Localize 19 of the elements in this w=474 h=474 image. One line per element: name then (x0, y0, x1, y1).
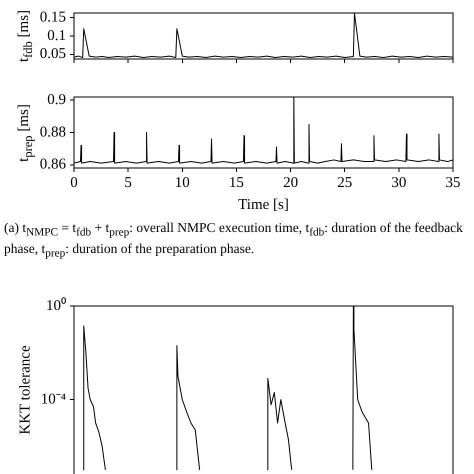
x-tick-label: 10 (174, 174, 190, 191)
y-tick-label: 10⁰ (46, 296, 66, 314)
y-tick-label: 0.86 (40, 156, 66, 173)
x-tick-label: 30 (391, 174, 406, 191)
y-tick-label: 0.88 (40, 124, 66, 140)
y-tick-label: 10⁻⁴ (40, 392, 66, 408)
y-tick-label: 0.05 (40, 46, 66, 62)
x-tick-label: 0 (70, 174, 78, 191)
y-axis-title: KKT tolerance (18, 345, 34, 435)
text: (a) t$_{NMPC}$ = t$_{fdb}$ + t$_{prep}$: overall NMPC execution time, t$_{fdb}$: duration of the feedback phase, t$_{prep}$: duration of the preparation phase. (4, 220, 463, 260)
x-tick-label: 20 (283, 174, 298, 191)
x-tick-label: 25 (337, 174, 352, 191)
x-axis-title: Time [s] (238, 196, 289, 213)
y-tick-label: 0.15 (40, 10, 66, 26)
y-tick-label: 0.1 (47, 28, 66, 44)
y-tick-label: 0.9 (47, 92, 66, 108)
x-tick-label: 5 (124, 174, 132, 191)
x-tick-label: 15 (228, 174, 244, 191)
x-tick-label: 35 (446, 174, 460, 191)
